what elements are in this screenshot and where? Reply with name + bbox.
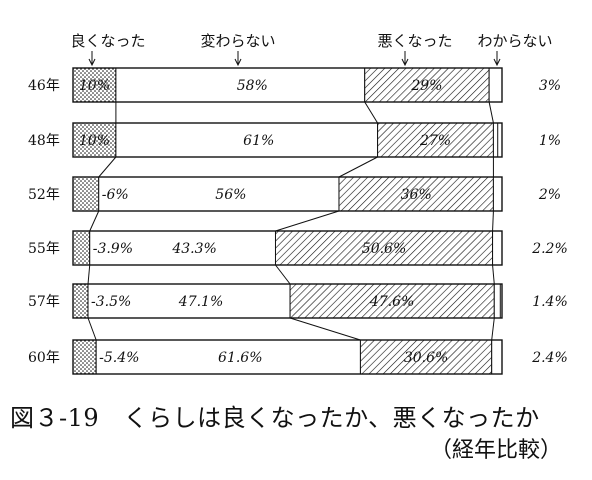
category-label: 52年	[28, 187, 60, 203]
unknown-value-label: 1%	[539, 133, 561, 149]
bar-segment	[72, 176, 100, 212]
bar-segment	[274, 230, 494, 266]
bar-segment	[289, 283, 495, 319]
connector-line	[89, 210, 100, 232]
category-label: 46年	[28, 78, 60, 94]
bar-segment	[492, 122, 499, 158]
same-value-label: 58%	[237, 78, 268, 94]
category-label: 60年	[28, 350, 60, 366]
bar-segment	[491, 339, 503, 375]
legend-arrow-head	[401, 58, 409, 67]
same-value-label: 56%	[215, 187, 246, 203]
bar-segment	[492, 176, 503, 212]
same-value-label: 61.6%	[218, 350, 262, 366]
worse-value-label: 36%	[401, 187, 432, 203]
bar-outline	[72, 67, 503, 103]
bar-segment	[98, 176, 340, 212]
connector-line	[338, 156, 378, 178]
stacked-bar-chart: 46年 10% 58% 29% 3% 48年 10% 61% 27% 1% 52年 -6% 56% 36%…	[28, 32, 568, 375]
good-value-label: -3.5%	[91, 294, 131, 310]
worse-value-label: 50.6%	[362, 241, 406, 257]
bar-segment	[72, 230, 91, 266]
good-value-label: 10%	[79, 78, 110, 94]
legend-arrow-head	[88, 58, 96, 67]
unknown-value-label: 1.4%	[532, 294, 568, 310]
connector-line	[488, 101, 494, 124]
category-label: 48年	[28, 133, 60, 149]
figure-caption: 図３-19 くらしは良くなったか、悪くなったか	[10, 404, 540, 432]
unknown-value-label: 2.2%	[531, 241, 568, 257]
figure-subcaption: （経年比較）	[429, 438, 562, 463]
connector-line	[98, 156, 117, 178]
good-value-label: -6%	[102, 187, 129, 203]
legend-label: 悪くなった	[377, 32, 452, 50]
connector-line	[87, 264, 91, 285]
bar-segment	[492, 230, 503, 266]
bar-outline	[72, 283, 503, 319]
category-label: 57年	[28, 294, 60, 310]
connector-line	[275, 210, 340, 232]
connector-line	[289, 317, 361, 341]
unknown-value-label: 2.4%	[531, 350, 568, 366]
connector-line	[491, 317, 495, 341]
unknown-value-label: 3%	[539, 78, 561, 94]
bar-segment	[359, 339, 493, 375]
bar-outline	[72, 176, 503, 212]
legend-arrow-head	[493, 58, 501, 67]
connector-line	[87, 317, 97, 341]
legend-label: わからない	[477, 32, 552, 50]
bar-outline	[72, 230, 503, 266]
same-value-label: 61%	[243, 133, 274, 149]
good-value-label: -3.9%	[93, 241, 133, 257]
same-value-label: 47.1%	[178, 294, 223, 310]
unknown-value-label: 2%	[538, 187, 561, 203]
bar-outline	[72, 339, 503, 375]
legend-label: 良くなった	[70, 32, 145, 50]
connector-line	[492, 210, 494, 232]
bar-segment	[72, 339, 97, 375]
bar-segment	[72, 283, 89, 319]
legend-arrow-head	[234, 58, 242, 67]
bar-segment	[364, 67, 490, 103]
bar-segment	[87, 283, 291, 319]
category-label: 55年	[28, 241, 60, 257]
good-value-label: 10%	[79, 133, 110, 149]
bar-segment	[488, 67, 503, 103]
same-value-label: 43.3%	[171, 241, 216, 257]
legend-label: 変わらない	[200, 32, 275, 50]
worse-value-label: 30.6%	[404, 350, 448, 366]
bar-outline	[72, 122, 503, 158]
worse-value-label: 29%	[410, 78, 442, 94]
good-value-label: -5.4%	[99, 350, 139, 366]
worse-value-label: 27%	[419, 133, 451, 149]
connector-line	[275, 264, 291, 285]
connector-line	[492, 264, 495, 285]
bar-segment	[493, 283, 501, 319]
worse-value-label: 47.6%	[369, 294, 414, 310]
connector-line	[364, 101, 379, 124]
